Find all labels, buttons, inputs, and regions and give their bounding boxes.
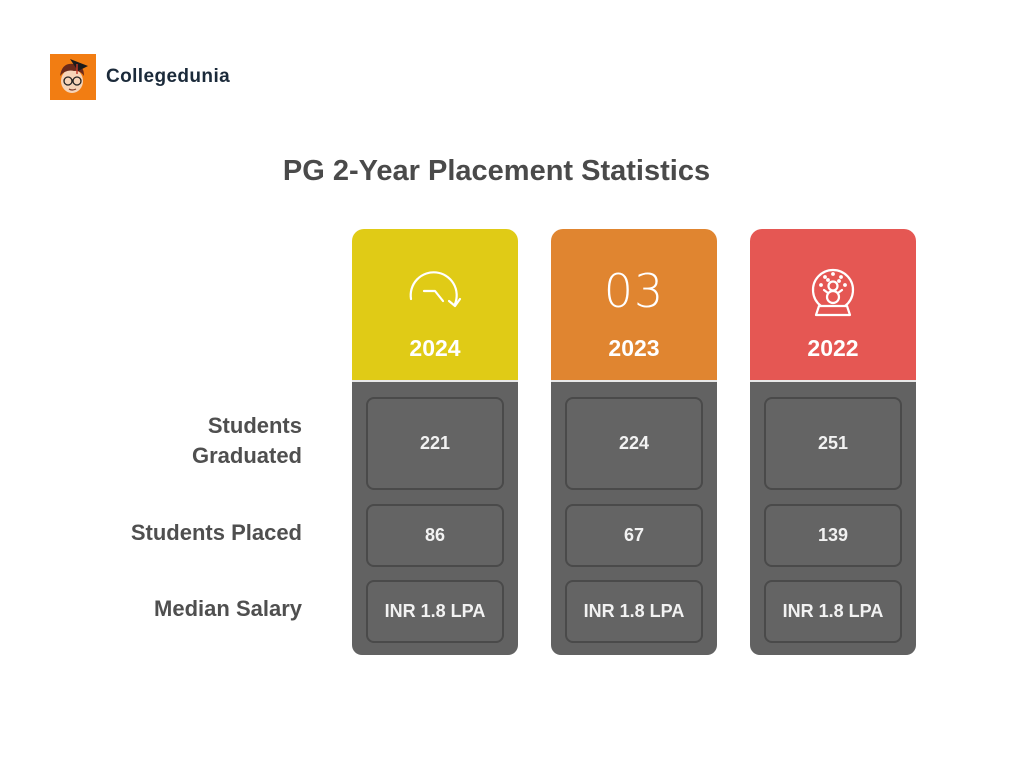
median-salary-value: INR 1.8 LPA [764,580,902,643]
year-label: 2022 [807,335,859,361]
year-label: 2024 [409,335,461,361]
row-label-line: Graduated [191,443,302,468]
year-column-2022: 2022 251 139 INR 1.8 LPA [750,229,916,655]
students-placed-value: 67 [565,504,703,567]
students-placed-value: 86 [366,504,504,567]
students-graduated-value: 221 [366,397,504,490]
year-column-2023: 03 2023 224 67 INR 1.8 LPA [551,229,717,655]
snow-globe-icon [801,259,865,323]
icon-number-text: 03 [603,264,665,318]
students-graduated-value: 251 [764,397,902,490]
year-header: 2022 [750,229,916,380]
median-salary-value: INR 1.8 LPA [366,580,504,643]
stats-body: 251 139 INR 1.8 LPA [750,380,916,655]
students-placed-value: 139 [764,504,902,567]
stats-body: 221 86 INR 1.8 LPA [352,380,518,655]
year-label: 2023 [608,335,660,361]
students-graduated-value: 224 [565,397,703,490]
year-column-2024: 2024 221 86 INR 1.8 LPA [352,229,518,655]
logo-mascot-icon [50,54,96,100]
brand-logo: Collegedunia [50,54,230,100]
row-label-students-graduated: Students Graduated [192,411,302,471]
year-header: 2024 [352,229,518,380]
row-label-line: Students [207,413,302,438]
clock-rewind-icon [403,259,467,323]
row-label-median-salary: Median Salary [154,596,302,621]
page-title: PG 2-Year Placement Statistics [282,155,711,187]
stats-body: 224 67 INR 1.8 LPA [551,380,717,655]
year-header: 03 2023 [551,229,717,380]
brand-name: Collegedunia [106,66,231,87]
number-03-icon: 03 [602,259,666,323]
row-label-students-placed: Students Placed [130,520,302,545]
median-salary-value: INR 1.8 LPA [565,580,703,643]
